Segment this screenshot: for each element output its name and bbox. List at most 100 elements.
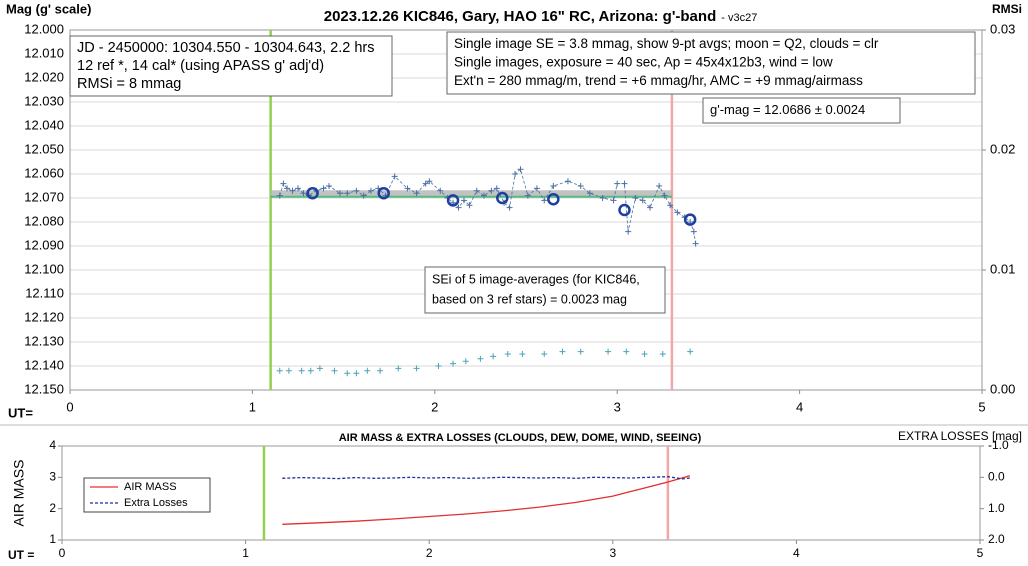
annotation-box [446,31,976,95]
point [307,367,314,374]
y-tick-label: 12.080 [24,213,64,228]
point [364,367,371,374]
point [326,183,333,189]
y2-tick-label: 0.0 [988,470,1005,484]
point [541,351,548,357]
chart-subtitle: - v3c27 [721,12,757,24]
point [687,348,694,355]
annotation-text: g'-mag = 12.0686 ± 0.0024 [710,102,865,117]
y-tick-label: 1 [49,532,56,546]
point [512,171,519,177]
point [641,351,648,357]
point [462,358,469,365]
plot-frame [61,445,981,541]
point [473,187,480,194]
point [504,351,511,357]
point [336,190,343,197]
y-tick-label: 12.050 [24,141,64,156]
y2-tick-label: -1.0 [988,438,1009,452]
annotation-box [424,266,666,314]
point [413,190,420,197]
average-point [377,186,390,200]
annotation-text: JD - 2450000: 10304.550 - 10304.643, 2.2… [77,40,374,56]
point [599,195,606,201]
x-tick-label: 4 [796,399,803,414]
average-point [618,203,631,217]
y-tick-label: 12.030 [24,93,64,108]
point [437,187,444,194]
legend-box [83,477,211,513]
point [300,190,307,197]
point [344,190,351,197]
point [276,367,283,374]
point [533,185,540,192]
y-tick-label: 12.010 [24,45,64,60]
y-tick-label: 12.140 [24,357,64,372]
point [621,180,628,187]
y2-tick-label: 2.0 [988,532,1005,546]
point [284,185,291,192]
y-tick-label: 12.060 [24,165,64,180]
annotation-text: SEi of 5 image-averages (for KIC846, [432,272,640,286]
y-tick-label: 12.100 [24,261,64,276]
point [422,180,429,187]
point [610,197,617,204]
point [605,348,612,355]
y-tick-label: 12.040 [24,117,64,132]
plot-frame [69,29,983,391]
point [289,187,296,194]
x-tick-label: 0 [66,399,73,414]
point [477,355,484,362]
point [353,187,360,194]
point [564,178,571,185]
point [280,180,287,187]
point [559,348,566,355]
x-tick-label: 4 [793,546,800,560]
point [524,192,531,199]
annotation-box [69,35,393,97]
point [395,365,402,372]
annotation-text: based on 3 ref stars) = 0.0023 mag [432,292,627,306]
y-tick-label: 12.120 [24,309,64,324]
point [481,192,488,199]
point [353,370,360,377]
point [667,202,674,209]
point [625,228,632,235]
average-point [683,213,697,226]
point [488,187,495,194]
average-point [496,191,509,205]
annotation-text: Ext'n = 280 mmag/m, trend = +6 mmag/hr, … [454,73,863,88]
point [647,204,654,211]
point [435,363,442,369]
point [298,367,305,374]
annotation-text: Single images, exposure = 40 sec, Ap = 4… [454,55,833,70]
point [632,195,639,201]
point [450,360,457,367]
x-tick-label: 2 [426,546,433,560]
point [426,178,433,185]
point [577,183,584,189]
y2-tick-label: 0.02 [990,141,1015,156]
point [344,370,351,377]
point [276,192,283,199]
point [661,192,668,199]
annotation-text: Single image SE = 3.8 mmag, show 9-pt av… [454,36,879,51]
point [331,367,338,374]
y2-tick-label: 0.03 [990,21,1015,36]
point [320,185,327,192]
point [285,367,292,374]
point [377,367,384,374]
y-axis-label: Mag (g' scale) [6,1,91,16]
x-tick-label: 5 [977,546,984,560]
y-tick-label: 3 [49,470,56,484]
y2-axis-label: EXTRA LOSSES [mag] [898,429,1022,443]
y2-tick-label: 0.00 [990,381,1015,396]
y2-tick-label: 1.0 [988,501,1005,515]
point [690,228,697,235]
legend-label: AIR MASS [124,481,177,493]
x-axis-label: UT = [8,548,34,562]
annotation-box [702,97,901,124]
point [614,180,621,187]
annotation-text: RMSi = 8 mmag [77,76,181,92]
